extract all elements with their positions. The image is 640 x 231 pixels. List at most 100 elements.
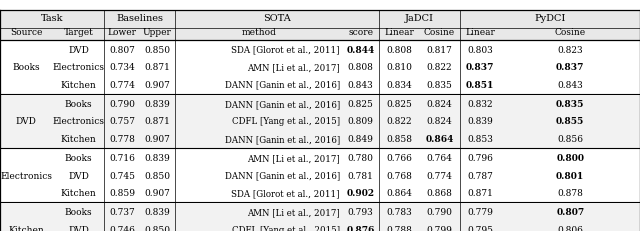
Bar bbox=[0, 96, 640, 148]
Text: 0.907: 0.907 bbox=[145, 135, 170, 144]
Text: 0.851: 0.851 bbox=[466, 81, 494, 90]
Text: 0.864: 0.864 bbox=[425, 135, 454, 144]
Text: Kitchen: Kitchen bbox=[61, 189, 96, 198]
Text: 0.807: 0.807 bbox=[556, 208, 584, 217]
Text: 0.843: 0.843 bbox=[348, 81, 374, 90]
Bar bbox=[0, 204, 640, 231]
Text: Electronics: Electronics bbox=[0, 172, 52, 180]
Text: Kitchen: Kitchen bbox=[8, 226, 44, 231]
Text: 0.734: 0.734 bbox=[109, 63, 135, 72]
Text: 0.837: 0.837 bbox=[556, 63, 584, 72]
Text: Baselines: Baselines bbox=[116, 15, 163, 23]
Text: 0.800: 0.800 bbox=[556, 154, 584, 163]
Text: 0.822: 0.822 bbox=[426, 63, 452, 72]
Text: 0.839: 0.839 bbox=[145, 100, 170, 109]
Text: 0.795: 0.795 bbox=[467, 226, 493, 231]
Text: Target: Target bbox=[63, 28, 93, 37]
Bar bbox=[0, 25, 640, 40]
Text: DANN [Ganin et al., 2016]: DANN [Ganin et al., 2016] bbox=[225, 81, 340, 90]
Text: Kitchen: Kitchen bbox=[61, 135, 96, 144]
Text: 0.774: 0.774 bbox=[109, 81, 135, 90]
Text: 0.807: 0.807 bbox=[109, 46, 135, 55]
Text: AMN [Li et al., 2017]: AMN [Li et al., 2017] bbox=[247, 154, 340, 163]
Text: 0.858: 0.858 bbox=[386, 135, 412, 144]
Text: 0.737: 0.737 bbox=[109, 208, 135, 217]
Text: 0.871: 0.871 bbox=[467, 189, 493, 198]
Text: Kitchen: Kitchen bbox=[61, 81, 96, 90]
Text: AMN [Li et al., 2017]: AMN [Li et al., 2017] bbox=[247, 63, 340, 72]
Text: 0.825: 0.825 bbox=[348, 100, 374, 109]
Text: Electronics: Electronics bbox=[52, 117, 104, 126]
Text: 0.745: 0.745 bbox=[109, 172, 135, 180]
Text: DVD: DVD bbox=[68, 226, 89, 231]
Text: 0.824: 0.824 bbox=[426, 117, 452, 126]
Text: 0.803: 0.803 bbox=[467, 46, 493, 55]
Text: 0.823: 0.823 bbox=[557, 46, 583, 55]
Text: 0.844: 0.844 bbox=[346, 46, 375, 55]
Text: 0.822: 0.822 bbox=[386, 117, 412, 126]
Text: 0.839: 0.839 bbox=[145, 208, 170, 217]
Text: 0.868: 0.868 bbox=[426, 189, 452, 198]
Text: 0.806: 0.806 bbox=[557, 226, 583, 231]
Text: Linear: Linear bbox=[384, 28, 414, 37]
Text: Upper: Upper bbox=[143, 28, 172, 37]
Text: Electronics: Electronics bbox=[52, 63, 104, 72]
Text: 0.902: 0.902 bbox=[347, 189, 374, 198]
Text: DVD: DVD bbox=[68, 46, 89, 55]
Text: 0.855: 0.855 bbox=[556, 117, 584, 126]
Text: 0.871: 0.871 bbox=[145, 63, 170, 72]
Text: 0.757: 0.757 bbox=[109, 117, 135, 126]
Text: 0.808: 0.808 bbox=[348, 63, 374, 72]
Text: Task: Task bbox=[41, 15, 63, 23]
Text: DVD: DVD bbox=[16, 117, 36, 126]
Text: 0.871: 0.871 bbox=[145, 117, 170, 126]
Text: 0.801: 0.801 bbox=[556, 172, 584, 180]
Text: 0.850: 0.850 bbox=[145, 46, 170, 55]
Text: 0.778: 0.778 bbox=[109, 135, 135, 144]
Text: SOTA: SOTA bbox=[263, 15, 291, 23]
Text: 0.774: 0.774 bbox=[426, 172, 452, 180]
Text: score: score bbox=[348, 28, 373, 37]
Text: 0.825: 0.825 bbox=[386, 100, 412, 109]
Text: 0.790: 0.790 bbox=[109, 100, 135, 109]
Text: 0.878: 0.878 bbox=[557, 189, 583, 198]
Text: SDA [Glorot et al., 2011]: SDA [Glorot et al., 2011] bbox=[231, 189, 340, 198]
Text: 0.768: 0.768 bbox=[386, 172, 412, 180]
Text: 0.850: 0.850 bbox=[145, 172, 170, 180]
Bar bbox=[0, 150, 640, 202]
Text: JaDCI: JaDCI bbox=[404, 15, 434, 23]
Text: 0.809: 0.809 bbox=[348, 117, 374, 126]
Text: AMN [Li et al., 2017]: AMN [Li et al., 2017] bbox=[247, 208, 340, 217]
Text: 0.907: 0.907 bbox=[145, 189, 170, 198]
Text: CDFL [Yang et al., 2015]: CDFL [Yang et al., 2015] bbox=[232, 226, 340, 231]
Bar bbox=[0, 42, 640, 94]
Bar bbox=[0, 10, 640, 28]
Text: 0.837: 0.837 bbox=[466, 63, 494, 72]
Text: Books: Books bbox=[65, 154, 92, 163]
Text: Lower: Lower bbox=[108, 28, 136, 37]
Text: SDA [Glorot et al., 2011]: SDA [Glorot et al., 2011] bbox=[231, 46, 340, 55]
Text: DANN [Ganin et al., 2016]: DANN [Ganin et al., 2016] bbox=[225, 135, 340, 144]
Text: 0.853: 0.853 bbox=[467, 135, 493, 144]
Text: 0.849: 0.849 bbox=[348, 135, 374, 144]
Text: 0.779: 0.779 bbox=[467, 208, 493, 217]
Text: 0.817: 0.817 bbox=[426, 46, 452, 55]
Text: 0.835: 0.835 bbox=[426, 81, 452, 90]
Text: DVD: DVD bbox=[68, 172, 89, 180]
Text: DANN [Ganin et al., 2016]: DANN [Ganin et al., 2016] bbox=[225, 100, 340, 109]
Text: 0.856: 0.856 bbox=[557, 135, 583, 144]
Text: 0.780: 0.780 bbox=[348, 154, 374, 163]
Text: 0.788: 0.788 bbox=[386, 226, 412, 231]
Text: 0.808: 0.808 bbox=[386, 46, 412, 55]
Text: CDFL [Yang et al., 2015]: CDFL [Yang et al., 2015] bbox=[232, 117, 340, 126]
Text: 0.850: 0.850 bbox=[145, 226, 170, 231]
Text: 0.810: 0.810 bbox=[386, 63, 412, 72]
Text: 0.839: 0.839 bbox=[467, 117, 493, 126]
Text: 0.864: 0.864 bbox=[386, 189, 412, 198]
Text: 0.835: 0.835 bbox=[556, 100, 584, 109]
Text: 0.834: 0.834 bbox=[386, 81, 412, 90]
Text: PyDCI: PyDCI bbox=[534, 15, 566, 23]
Text: Books: Books bbox=[65, 208, 92, 217]
Text: Cosine: Cosine bbox=[424, 28, 455, 37]
Text: 0.876: 0.876 bbox=[346, 226, 375, 231]
